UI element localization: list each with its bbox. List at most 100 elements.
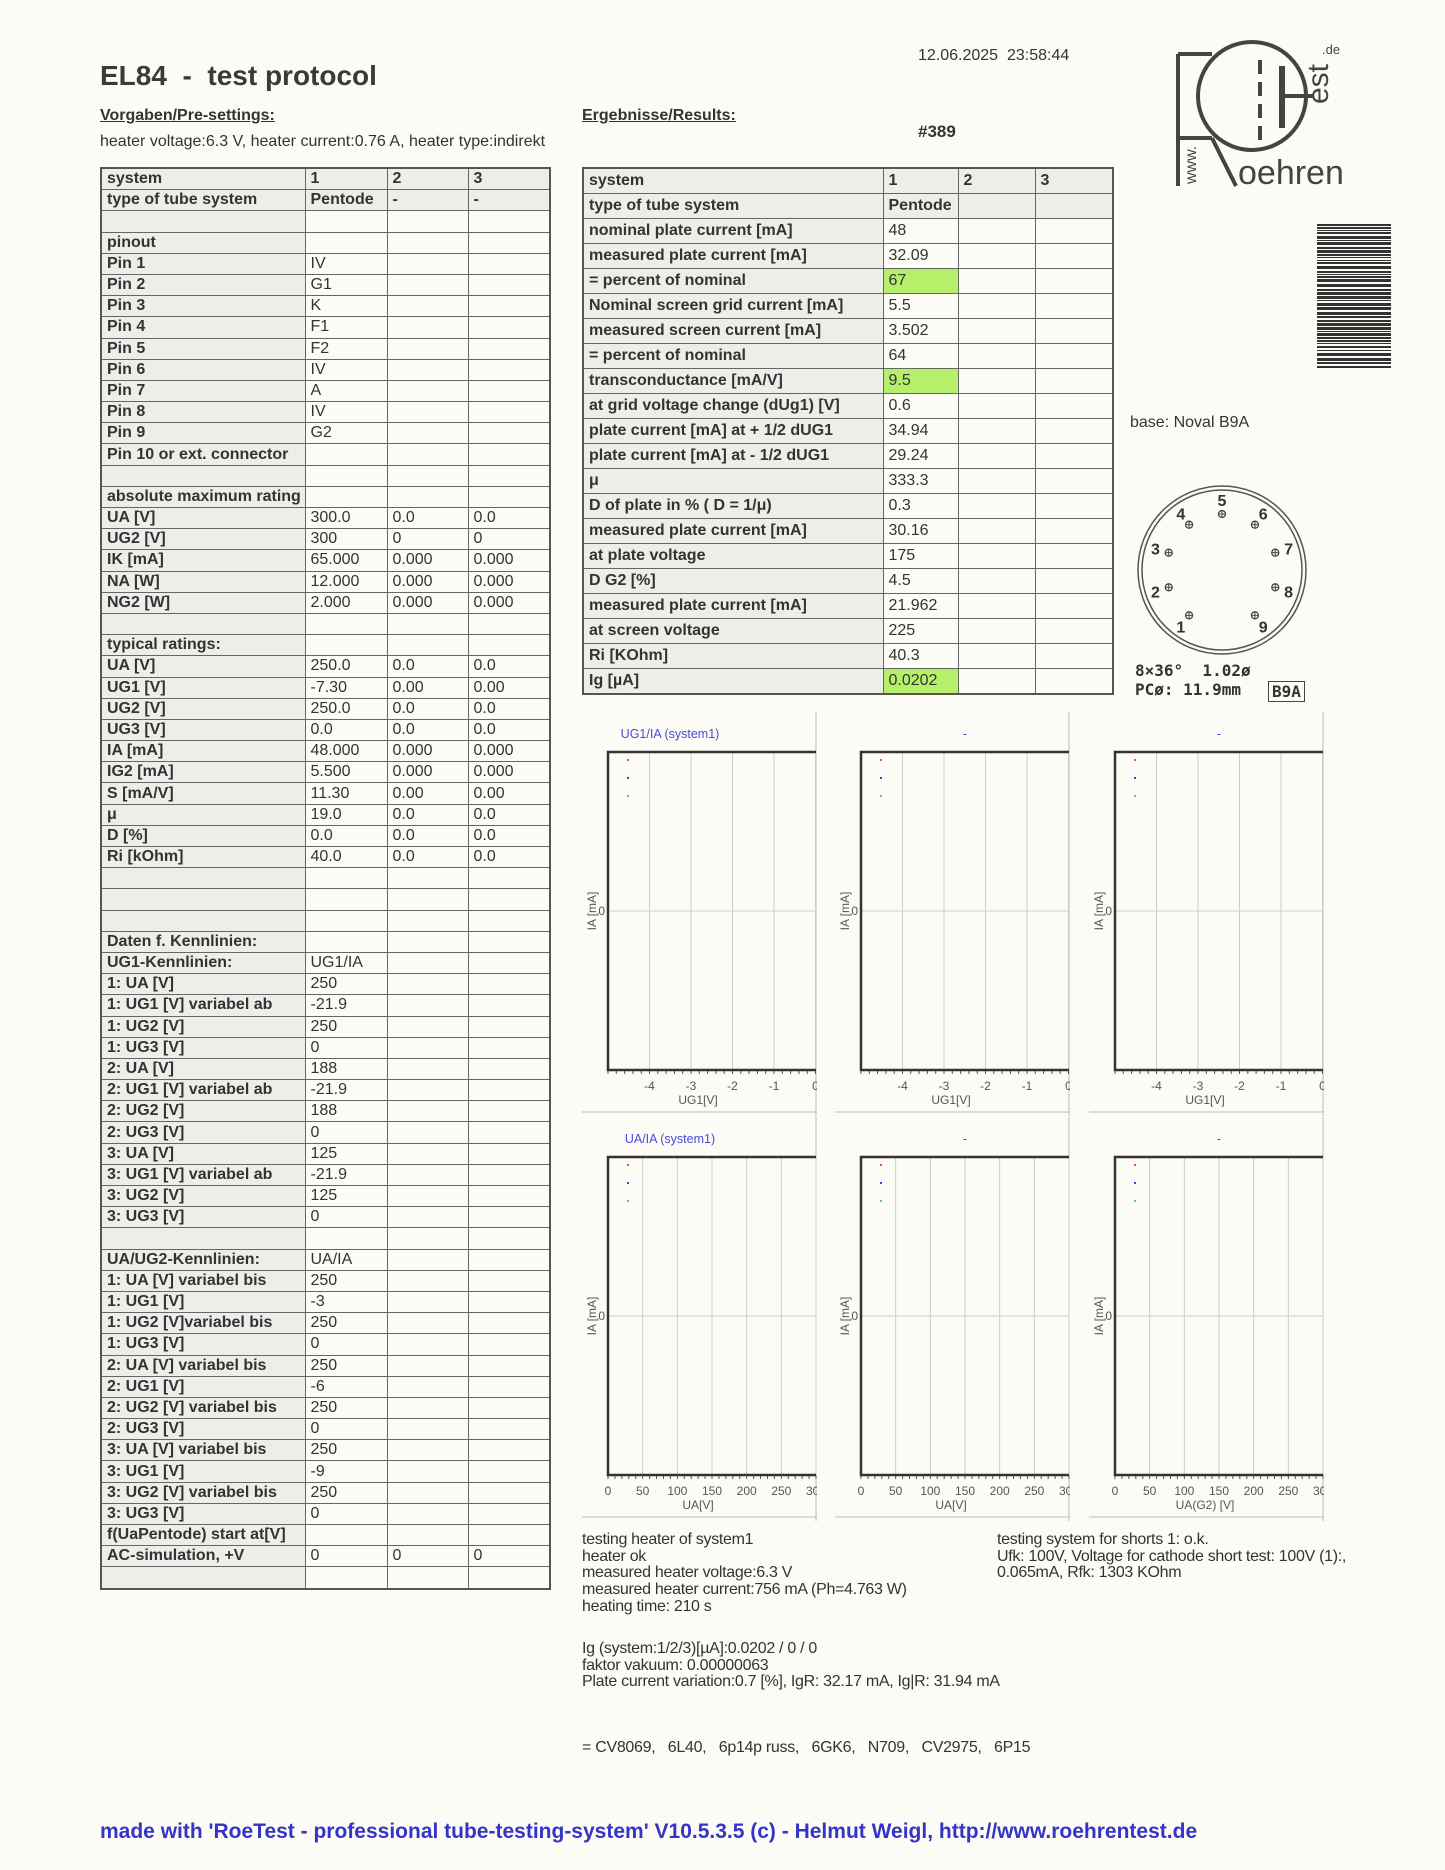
table-row: Ri [KOhm] 40.3 <box>582 643 1114 669</box>
table-row: IK [mA] 65.000 0.000 0.000 <box>100 549 551 572</box>
system-2-value <box>957 568 1036 594</box>
chart-4: 0 50 100 150 200 250 300 0 UA/IA (system1) UA[V] I… <box>582 1117 817 1521</box>
system-1-value: 250.0 <box>304 655 388 678</box>
chart-2: -4 -3 -2 -1 0 0 - UG1[V] IA [mA] <box>835 712 1070 1116</box>
table-row: 3: UA [V] variabel bis 250 <box>100 1439 551 1462</box>
system-3-value <box>467 1121 551 1144</box>
table-row: 1: UG2 [V]variabel bis 250 <box>100 1312 551 1335</box>
system-2-value <box>386 379 469 403</box>
system-1-value <box>304 909 388 932</box>
table-row: Pin 6 IV <box>100 358 551 381</box>
pin-label: 1 <box>1176 620 1185 637</box>
row-label: 3: UG3 [V] <box>100 1502 306 1526</box>
system-3-value <box>467 1312 551 1335</box>
system-1-value: 250 <box>304 973 388 996</box>
system-2-value <box>386 888 469 911</box>
socket-spec-angle: 8×36° 1.02ø <box>1135 661 1251 680</box>
system-3-value <box>467 867 551 890</box>
system-3-value: 0.0 <box>467 655 551 678</box>
row-label: μ <box>100 803 306 826</box>
y-tick-label: 0 <box>598 1309 605 1323</box>
row-label: nominal plate current [mA] <box>582 218 884 244</box>
row-label: Pin 1 <box>100 252 306 275</box>
chart-1: -4 -3 -2 -1 0 0 UG1/IA (system1) UG1[V] IA [mA] <box>582 712 817 1116</box>
row-label: Pin 2 <box>100 273 306 297</box>
legend-marker <box>880 777 882 779</box>
table-row: D of plate in % ( D = 1/μ) 0.3 <box>582 493 1114 519</box>
legend-marker <box>1134 795 1136 797</box>
row-label: NG2 [W] <box>100 591 306 614</box>
legend-marker <box>880 795 882 797</box>
table-row: 1: UA [V] 250 <box>100 973 551 996</box>
system-3-value <box>1034 593 1114 619</box>
table-row <box>100 888 551 911</box>
system-3-value: 0.00 <box>467 676 551 699</box>
system-3-value <box>467 379 551 403</box>
system-2-value <box>386 316 469 339</box>
system-1-value <box>304 634 388 657</box>
barcode-bar <box>1317 250 1391 253</box>
table-row: plate current [mA] at + 1/2 dUG1 34.94 <box>582 418 1114 444</box>
system-1-value: 300 <box>304 528 388 551</box>
system-2-value <box>386 295 469 318</box>
text-line: 0.065mA, Rfk: 1303 KOhm <box>997 1564 1182 1582</box>
legend-marker <box>627 1200 629 1202</box>
table-row: 3: UG1 [V] variabel ab -21.9 <box>100 1163 551 1187</box>
row-label: measured plate current [mA] <box>582 593 884 619</box>
system-2-value <box>386 1121 469 1144</box>
system-3-value: 0.0 <box>467 824 551 848</box>
system-3-value <box>467 443 551 466</box>
row-label: UG1 [V] <box>100 676 306 699</box>
system-2-value <box>386 1523 469 1547</box>
results-table: system 1 2 3 type of tube system Pentode nomin… <box>582 167 1114 695</box>
chart-title: UG1/IA (system1) <box>621 727 720 741</box>
system-2-value <box>386 273 469 297</box>
system-3-value <box>467 1036 551 1059</box>
table-row: 2: UG1 [V] -6 <box>100 1375 551 1398</box>
y-tick-label: 0 <box>851 1309 858 1323</box>
system-1-value: 250 <box>304 1015 388 1038</box>
system-3-value <box>1034 493 1114 519</box>
text-line: testing heater of system1 <box>582 1531 754 1548</box>
row-label: NA [W] <box>100 570 306 593</box>
system-1-value: 250 <box>304 1439 388 1462</box>
system-2-value <box>386 909 469 932</box>
system-2-value <box>386 1142 469 1165</box>
row-label: 2: UG3 [V] <box>100 1418 306 1441</box>
barcode-bar <box>1317 262 1391 264</box>
system-3-value <box>467 1502 551 1526</box>
footer-credit[interactable]: made with 'RoeTest - professional tube-t… <box>100 1820 1198 1843</box>
system-3-value <box>467 252 551 275</box>
system-3-value <box>467 316 551 339</box>
barcode-bar <box>1317 227 1391 229</box>
system-3-value <box>1034 368 1114 394</box>
row-label: D of plate in % ( D = 1/μ) <box>582 493 884 519</box>
text-line: heater ok <box>582 1547 647 1565</box>
system-1-value <box>304 1523 388 1547</box>
legend-marker <box>880 1182 882 1184</box>
row-label: 2: UA [V] variabel bis <box>100 1354 306 1377</box>
x-tick-label: 150 <box>955 1484 975 1498</box>
system-2-value: 0.0 <box>386 803 469 826</box>
system-3-value <box>467 1523 551 1547</box>
x-tick-label: -2 <box>1234 1079 1245 1093</box>
system-3-value: - <box>467 189 551 212</box>
text-line: Ufk: 100V, Voltage for cathode short tes… <box>997 1547 1347 1565</box>
row-label: UG1-Kennlinien: <box>100 951 306 975</box>
system-3-value <box>467 1206 551 1229</box>
system-3-value <box>467 464 551 487</box>
system-3-value: 0.000 <box>467 549 551 572</box>
x-tick-label: -3 <box>939 1079 950 1093</box>
row-label: 1: UA [V] <box>100 973 306 996</box>
results-heading: Ergebnisse/Results: <box>582 107 736 124</box>
y-axis-label: IA [mA] <box>1092 1297 1106 1336</box>
system-1-value: 0.0 <box>304 824 388 848</box>
y-axis-label: IA [mA] <box>838 892 852 931</box>
system-3-value <box>467 1184 551 1208</box>
system-3-value <box>467 1396 551 1420</box>
system-3-value: 0.0 <box>467 697 551 720</box>
barcode-bar <box>1317 346 1391 348</box>
table-row: 3: UA [V] 125 <box>100 1142 551 1165</box>
system-1-value: 34.94 <box>882 418 959 444</box>
system-3-value <box>467 973 551 996</box>
